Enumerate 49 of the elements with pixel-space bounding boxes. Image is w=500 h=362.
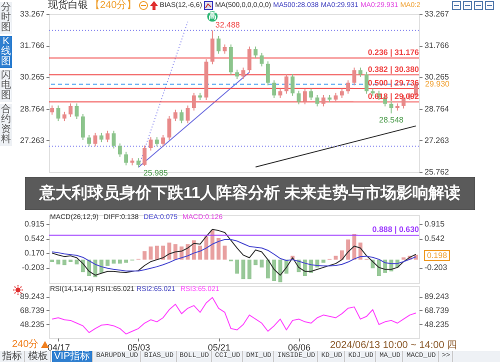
text: 合约资料 (0, 104, 12, 146)
annotation: 32.488 (215, 20, 240, 30)
y2-tick-label: 33.267 (424, 10, 450, 18)
text: 现货白银 (48, 0, 88, 11)
annotation: 28.548 (379, 115, 404, 124)
text: 意大利球员身价下跌11人阵容分析 未来走势与市场影响解读 (25, 177, 475, 210)
y-tick-label: 28.764 (20, 104, 46, 114)
x-tick-label: 05/21 (208, 342, 230, 352)
annotation: 高 (208, 10, 216, 20)
y-tick-label: 48.235 (20, 320, 46, 329)
annotation: 25.985 (143, 168, 168, 178)
x-tick-label: 04/17 (47, 342, 70, 352)
text: 2024/06/13 10:00 ~ 14:00 四 (330, 339, 458, 352)
y-tick-label: 27.263 (20, 136, 46, 145)
y-tick-label: 0.170 (24, 248, 46, 258)
x-tick-label: 06/06 (288, 342, 311, 352)
y-tick-label: 33.267 (20, 10, 46, 18)
y2-tick-label: -0.203 (424, 263, 448, 272)
y-tick-label: 89.243 (20, 292, 46, 302)
y2-tick-label: 68.739 (424, 306, 450, 315)
y2-tick-label: 89.243 (424, 292, 450, 302)
y-tick-label: 68.739 (20, 306, 46, 315)
y2-tick-label: 27.263 (424, 136, 450, 145)
y2-tick-label: 31.766 (424, 41, 450, 50)
y2-tick-label: 30.265 (424, 72, 450, 82)
y-tick-label: 0.915 (24, 220, 46, 229)
x-tick-label: 05/03 (128, 342, 150, 352)
y2-tick-label: 0.915 (424, 220, 446, 229)
text: 模板 (26, 351, 51, 362)
y-tick-label: 30.265 (20, 72, 46, 82)
text: 【240分】 (90, 0, 137, 11)
y-tick-label: -0.203 (22, 263, 46, 272)
text: K线图 (0, 36, 12, 68)
y-tick-label: 0.542 (24, 234, 46, 244)
y2-tick-label: 48.235 (424, 320, 450, 329)
ref-line-label: 29.930 (425, 79, 450, 88)
text: VIP指标 (52, 351, 94, 362)
text: 0.198 (424, 250, 450, 261)
text: 分时图 (0, 2, 12, 34)
ref-line-label: 0.382 | 30.380 (368, 64, 420, 74)
y2-tick-label: 0.542 (424, 234, 446, 244)
ref-line-label: 0.888 | 0.630 (372, 225, 420, 234)
text: 240分 (12, 338, 39, 350)
y2-tick-label: 25.762 (424, 168, 450, 176)
y-tick-label: 31.766 (20, 41, 46, 50)
text: 闪电图 (0, 70, 12, 102)
ref-line-label: 0.236 | 31.176 (368, 48, 420, 58)
y2-tick-label: 28.764 (424, 104, 450, 114)
text: 指标 (0, 351, 25, 362)
